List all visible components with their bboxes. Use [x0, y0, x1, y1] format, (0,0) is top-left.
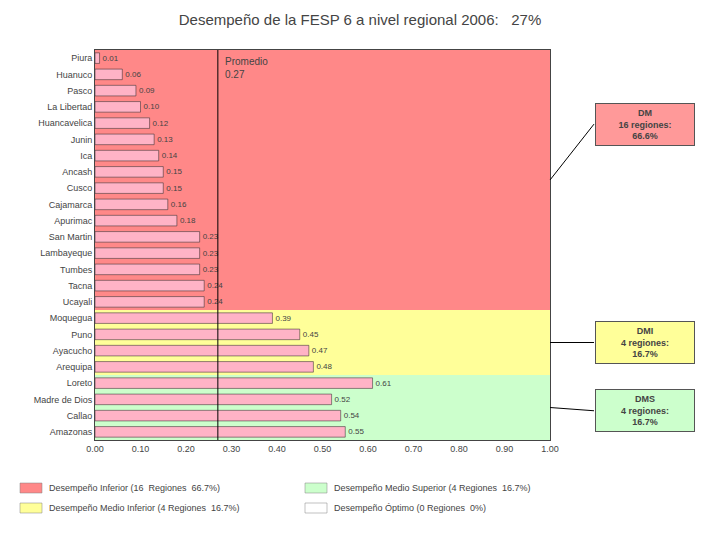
svg-text:0.00: 0.00: [86, 444, 104, 454]
svg-text:0.30: 0.30: [223, 444, 241, 454]
svg-text:Apurimac: Apurimac: [54, 216, 93, 226]
svg-text:0.40: 0.40: [268, 444, 286, 454]
svg-text:Huanuco: Huanuco: [56, 70, 92, 80]
svg-text:0.24: 0.24: [207, 281, 223, 290]
svg-text:DMI4 regiones:16.7%: DMI4 regiones:16.7%: [621, 326, 669, 359]
svg-text:Amazonas: Amazonas: [50, 427, 93, 437]
svg-text:Madre de Dios: Madre de Dios: [34, 395, 93, 405]
svg-text:Ucayali: Ucayali: [63, 297, 93, 307]
svg-text:0.50: 0.50: [314, 444, 332, 454]
svg-text:0.45: 0.45: [303, 330, 319, 339]
svg-text:0.60: 0.60: [359, 444, 377, 454]
svg-text:Desempeño Medio Inferior (4 Re: Desempeño Medio Inferior (4 Regiones 16.…: [49, 503, 240, 513]
svg-text:0.90: 0.90: [496, 444, 514, 454]
svg-text:0.15: 0.15: [166, 184, 182, 193]
svg-text:0.54: 0.54: [344, 411, 360, 420]
svg-text:Cajamarca: Cajamarca: [49, 200, 93, 210]
svg-text:0.61: 0.61: [376, 379, 392, 388]
svg-text:0.16: 0.16: [171, 200, 187, 209]
svg-text:Ayacucho: Ayacucho: [53, 346, 92, 356]
svg-text:Ica: Ica: [80, 151, 92, 161]
svg-text:0.10: 0.10: [144, 102, 160, 111]
svg-text:San Martin: San Martin: [49, 232, 93, 242]
svg-text:Cusco: Cusco: [67, 183, 93, 193]
svg-text:0.15: 0.15: [166, 167, 182, 176]
svg-text:Desempeño Óptimo (0 Regiones: Desempeño Óptimo (0 Regiones 0%): [334, 503, 486, 513]
svg-text:0.12: 0.12: [153, 119, 169, 128]
svg-text:Arequipa: Arequipa: [56, 362, 92, 372]
svg-text:0.52: 0.52: [335, 395, 351, 404]
svg-text:0.20: 0.20: [177, 444, 195, 454]
svg-text:0.10: 0.10: [132, 444, 150, 454]
svg-text:Desempeño de la FESP 6 a nivel: Desempeño de la FESP 6 a nivel regional …: [179, 11, 541, 28]
svg-text:Callao: Callao: [67, 411, 93, 421]
svg-text:Piura: Piura: [71, 53, 92, 63]
svg-text:0.39: 0.39: [275, 314, 291, 323]
svg-text:Promedio0.27: Promedio0.27: [225, 56, 268, 80]
svg-text:Desempeño Medio Superior (4 Re: Desempeño Medio Superior (4 Regiones 16.…: [334, 483, 531, 493]
svg-text:1.00: 1.00: [541, 444, 559, 454]
svg-text:0.47: 0.47: [312, 346, 328, 355]
svg-text:Lambayeque: Lambayeque: [40, 248, 92, 258]
svg-text:0.13: 0.13: [157, 135, 173, 144]
svg-text:DMS4 regiones:16.7%: DMS4 regiones:16.7%: [621, 394, 669, 427]
svg-text:0.80: 0.80: [450, 444, 468, 454]
svg-text:0.48: 0.48: [316, 362, 332, 371]
svg-text:0.06: 0.06: [125, 70, 141, 79]
svg-text:La Libertad: La Libertad: [47, 102, 92, 112]
svg-text:0.55: 0.55: [348, 427, 364, 436]
svg-text:0.70: 0.70: [405, 444, 423, 454]
svg-text:Tacna: Tacna: [68, 281, 92, 291]
svg-text:Desempeño Inferior (16 Region: Desempeño Inferior (16 Regiones 66.7%): [49, 483, 220, 493]
svg-text:0.18: 0.18: [180, 216, 196, 225]
svg-text:0.23: 0.23: [203, 249, 219, 258]
svg-text:Huancavelica: Huancavelica: [38, 118, 92, 128]
svg-text:0.24: 0.24: [207, 297, 223, 306]
svg-text:0.09: 0.09: [139, 86, 155, 95]
svg-text:0.23: 0.23: [203, 265, 219, 274]
svg-text:Loreto: Loreto: [67, 378, 93, 388]
svg-text:Ancash: Ancash: [62, 167, 92, 177]
svg-text:DM16 regiones:66.6%: DM16 regiones:66.6%: [618, 108, 671, 141]
svg-text:Junin: Junin: [71, 135, 93, 145]
svg-text:0.14: 0.14: [162, 151, 178, 160]
svg-text:Puno: Puno: [71, 330, 92, 340]
svg-text:0.01: 0.01: [103, 54, 119, 63]
svg-text:0.23: 0.23: [203, 232, 219, 241]
svg-text:Tumbes: Tumbes: [60, 265, 93, 275]
svg-text:Moquegua: Moquegua: [50, 313, 93, 323]
svg-text:Pasco: Pasco: [67, 86, 92, 96]
